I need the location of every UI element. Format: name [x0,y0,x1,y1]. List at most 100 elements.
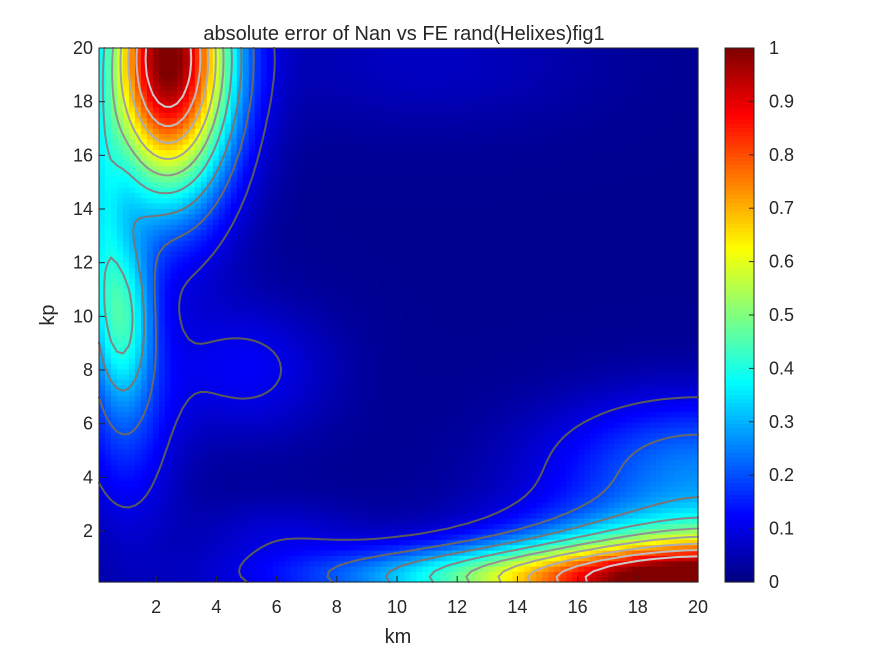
heatmap-cell [488,400,495,407]
heatmap-cell [566,384,573,391]
heatmap-cell [140,560,148,567]
heatmap-cell [488,443,495,450]
heatmap-cell [644,571,651,578]
heatmap-cell [536,325,543,332]
heatmap-cell [386,496,394,503]
heatmap-cell [104,533,112,540]
heatmap-cell [446,341,454,348]
heatmap-cell [248,464,256,471]
heatmap-cell [434,539,442,546]
heatmap-cell [662,427,669,434]
heatmap-cell [404,480,412,487]
heatmap-cell [608,400,615,407]
heatmap-cell [350,357,358,364]
heatmap-cell [458,533,465,540]
heatmap-cell [656,459,663,466]
heatmap-cell [206,421,214,428]
heatmap-cell [104,496,112,503]
heatmap-cell [584,475,591,482]
heatmap-cell [338,395,346,402]
heatmap-cell [248,544,256,551]
heatmap-cell [488,533,495,540]
heatmap-cell [452,320,459,327]
heatmap-cell [122,336,130,343]
heatmap-cell [602,496,609,503]
heatmap-cell [578,464,585,471]
heatmap-cell [506,448,513,455]
heatmap-cell [320,453,328,460]
heatmap-cell [482,411,489,418]
heatmap-cell [530,544,537,551]
heatmap-cell [350,523,358,530]
heatmap-cell [542,379,549,386]
heatmap-cell [200,517,208,524]
heatmap-cell [560,432,567,439]
heatmap-cell [380,555,388,562]
heatmap-cell [578,544,585,551]
heatmap-cell [650,400,657,407]
heatmap-cell [284,320,292,327]
heatmap-cell [410,517,418,524]
heatmap-cell [422,395,430,402]
heatmap-cell [356,448,364,455]
heatmap-cell [560,341,567,348]
heatmap-cell [284,368,292,375]
heatmap-cell [104,523,112,530]
heatmap-cell [362,533,370,540]
heatmap-cell [260,379,268,386]
heatmap-cell [422,347,430,353]
heatmap-cell [548,373,555,380]
heatmap-cell [692,320,699,327]
heatmap-cell [332,427,340,434]
heatmap-cell [278,475,286,482]
heatmap-cell [176,480,184,487]
heatmap-cell [644,555,651,562]
heatmap-cell [104,379,112,386]
heatmap-cell [506,501,513,508]
heatmap-cell [584,528,591,535]
heatmap-cell [320,576,328,583]
heatmap-cell [464,341,471,348]
heatmap-cell [518,443,525,450]
heatmap-cell [578,576,585,583]
heatmap-cell [236,459,244,466]
heatmap-cell [566,405,573,412]
heatmap-cell [542,528,549,535]
heatmap-cell [368,427,376,434]
heatmap-cell [194,427,202,434]
heatmap-cell [266,453,274,460]
heatmap-cell [182,560,190,567]
heatmap-cell [626,576,633,583]
heatmap-cell [500,437,507,444]
heatmap-cell [224,491,232,498]
heatmap-cell [560,320,567,327]
heatmap-cell [440,480,448,487]
heatmap-cell [542,363,549,369]
heatmap-cell [530,384,537,391]
heatmap-cell [314,496,322,503]
heatmap-cell [410,544,418,551]
heatmap-cell [644,427,651,434]
heatmap-cell [146,405,154,412]
heatmap-cell [368,405,376,412]
heatmap-cell [590,427,597,434]
heatmap-cell [236,411,244,418]
heatmap-cell [338,357,346,364]
heatmap-cell [626,336,633,343]
heatmap-cell [392,517,400,524]
heatmap-cell [542,427,549,434]
heatmap-cell [548,368,555,375]
heatmap-cell [362,437,370,444]
heatmap-cell [548,453,555,460]
heatmap-cell [104,368,112,375]
heatmap-cell [206,357,214,364]
heatmap-cell [650,485,657,492]
heatmap-cell [272,571,280,578]
heatmap-cell [440,448,448,455]
heatmap-cell [398,485,406,492]
heatmap-cell [116,517,124,524]
heatmap-cell [512,464,519,471]
heatmap-cell [518,539,525,546]
heatmap-cell [182,320,190,327]
heatmap-cell [110,368,118,375]
